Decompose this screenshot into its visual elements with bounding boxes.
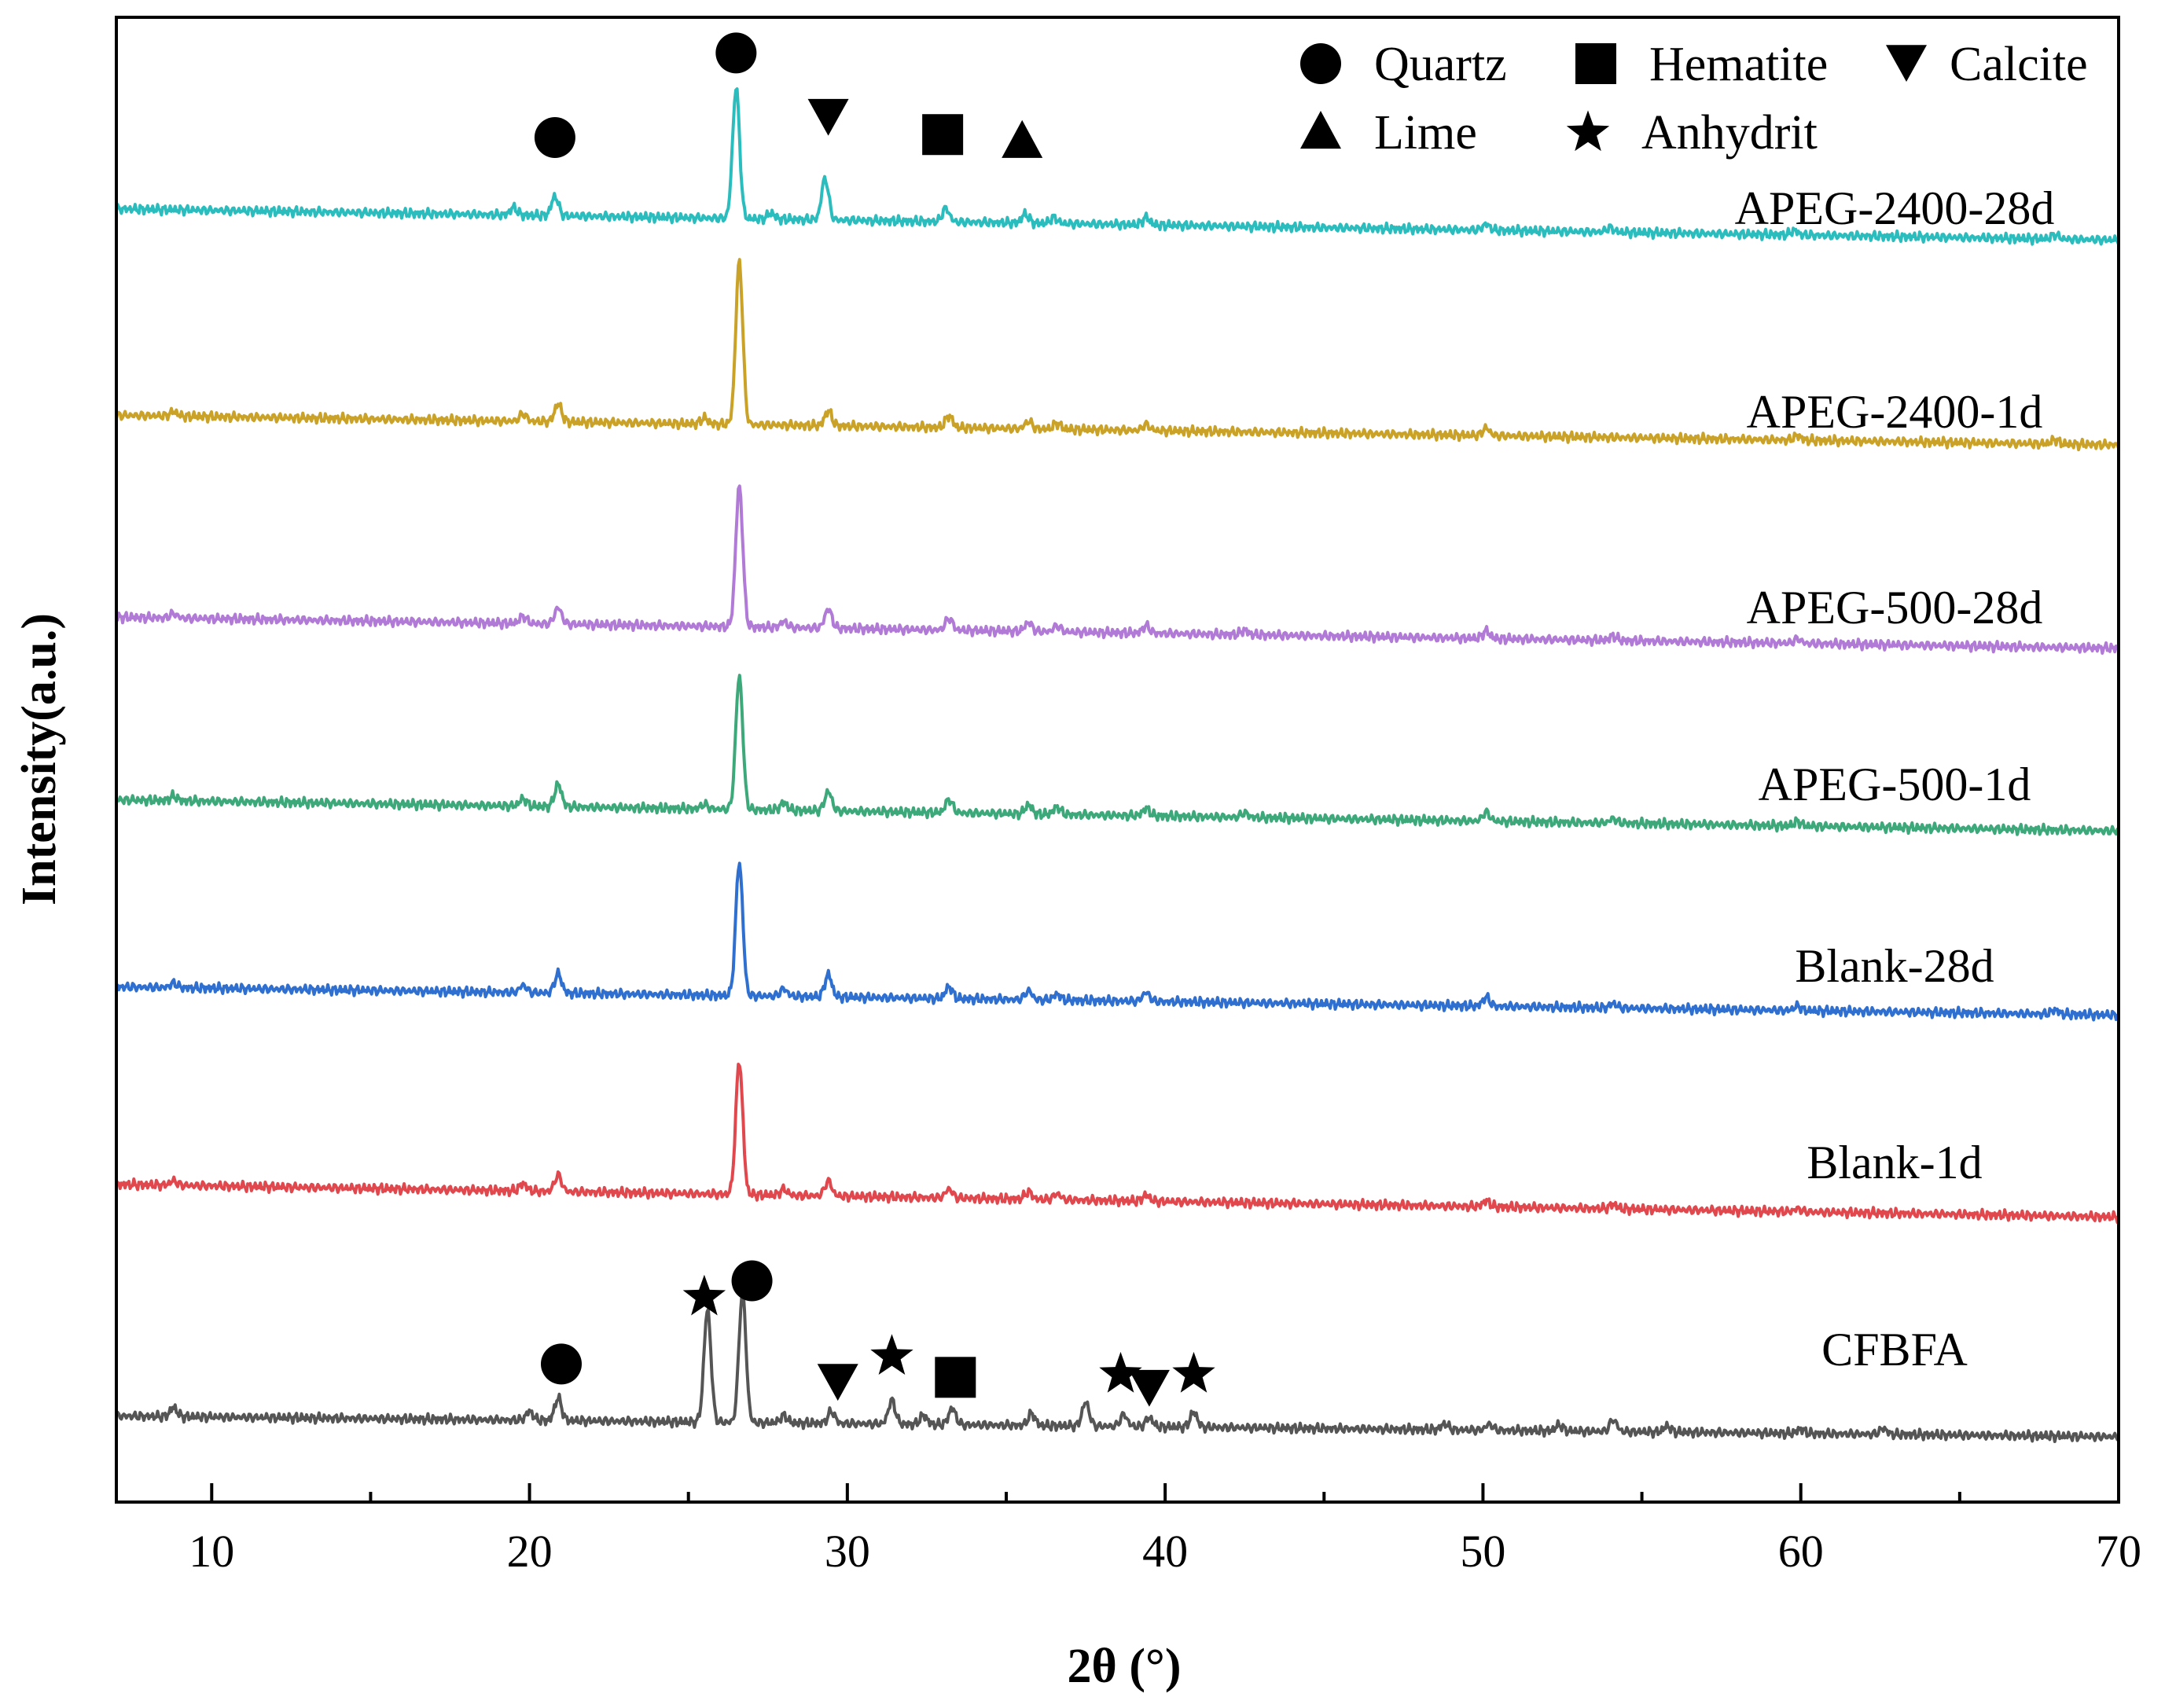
series-line-blank-1d [115,1063,2120,1225]
peak-marker-cfbfa-circle-icon [541,1343,582,1385]
peak-markers-layer [534,32,1215,1407]
legend-item-quartz: Quartz [1300,38,1507,91]
peak-marker-apeg-2400-28d-triangle-up-icon [1002,119,1043,158]
peak-marker-apeg-2400-28d-circle-icon [715,32,757,74]
series-line-apeg-2400-1d [115,258,2120,452]
curve-label-apeg-2400-28d: APEG-2400-28d [1735,182,2055,234]
x-tick-label: 30 [825,1526,870,1577]
x-axis-title: 2θ (°) [1068,1640,1182,1693]
curve-labels-layer: APEG-2400-28d APEG-2400-1d APEG-500-28d … [1735,182,2055,1376]
curve-label-apeg-500-28d: APEG-500-28d [1747,582,2043,634]
curve-label-apeg-2400-1d: APEG-2400-1d [1747,386,2043,438]
series-line-blank-28d [116,861,2120,1022]
peak-marker-cfbfa-star-icon [1172,1351,1215,1393]
legend-star-icon [1566,110,1610,152]
peak-marker-cfbfa-triangle-down-icon [817,1364,858,1401]
x-tick-label: 50 [1460,1526,1505,1577]
series-line-cfbfa [115,1291,2119,1443]
legend-label-lime: Lime [1374,106,1477,160]
series-line-apeg-2400-28d [115,87,2120,246]
legend-item-anhydrit: Anhydrit [1566,106,1818,160]
legend-square-symbol [1575,43,1616,84]
peak-marker-cfbfa-square-icon [935,1357,976,1398]
x-tick-label: 10 [189,1526,234,1577]
plot-frame [115,16,2120,1504]
peak-marker-apeg-2400-28d-triangle-down-icon [807,98,849,136]
legend-star-symbol [1566,110,1610,152]
legend-label-hematite: Hematite [1649,38,1828,91]
peak-marker-cfbfa-star-icon [1099,1351,1142,1393]
x-tick-label: 40 [1142,1526,1188,1577]
peak-marker-apeg-2400-28d-square-icon [922,114,964,156]
y-axis-title: Intensity(a.u.) [13,613,66,905]
peak-marker-cfbfa-circle-icon [731,1260,773,1302]
peak-marker-cfbfa-triangle-down-icon [1128,1369,1170,1407]
legend-item-lime: Lime [1300,106,1477,160]
curve-label-blank-28d: Blank-28d [1795,940,1994,992]
legend: Quartz Hematite Calcite Lime Anhydrit [1300,38,2088,160]
x-tick-label: 20 [507,1526,553,1577]
x-tick-label: 60 [1778,1526,1824,1577]
x-tick-label: 70 [2096,1526,2141,1577]
legend-triangle-up-icon [1300,111,1341,149]
peak-marker-cfbfa-star-icon [682,1274,726,1316]
legend-circle-symbol [1300,43,1341,84]
x-ticks-layer: 10 20 30 40 50 60 70 [189,1483,2141,1577]
peak-marker-apeg-2400-28d-circle-icon [534,117,575,159]
curves-layer [115,87,2120,1443]
peak-marker-cfbfa-star-icon [870,1334,913,1375]
legend-item-calcite: Calcite [1886,38,2088,91]
curve-label-blank-1d: Blank-1d [1807,1137,1982,1188]
legend-item-hematite: Hematite [1575,38,1828,91]
legend-label-quartz: Quartz [1374,38,1507,91]
series-line-apeg-500-28d [115,484,2120,655]
legend-label-anhydrit: Anhydrit [1641,106,1818,160]
curve-label-cfbfa: CFBFA [1821,1324,1968,1376]
curve-label-apeg-500-1d: APEG-500-1d [1759,758,2031,810]
legend-circle-icon [1300,43,1341,84]
legend-square-icon [1575,43,1616,84]
series-line-apeg-500-1d [115,674,2120,836]
legend-triangle-down-icon [1886,45,1927,82]
legend-triangle-up-symbol [1300,111,1341,149]
legend-triangle-down-symbol [1886,45,1927,82]
legend-label-calcite: Calcite [1950,38,2088,91]
